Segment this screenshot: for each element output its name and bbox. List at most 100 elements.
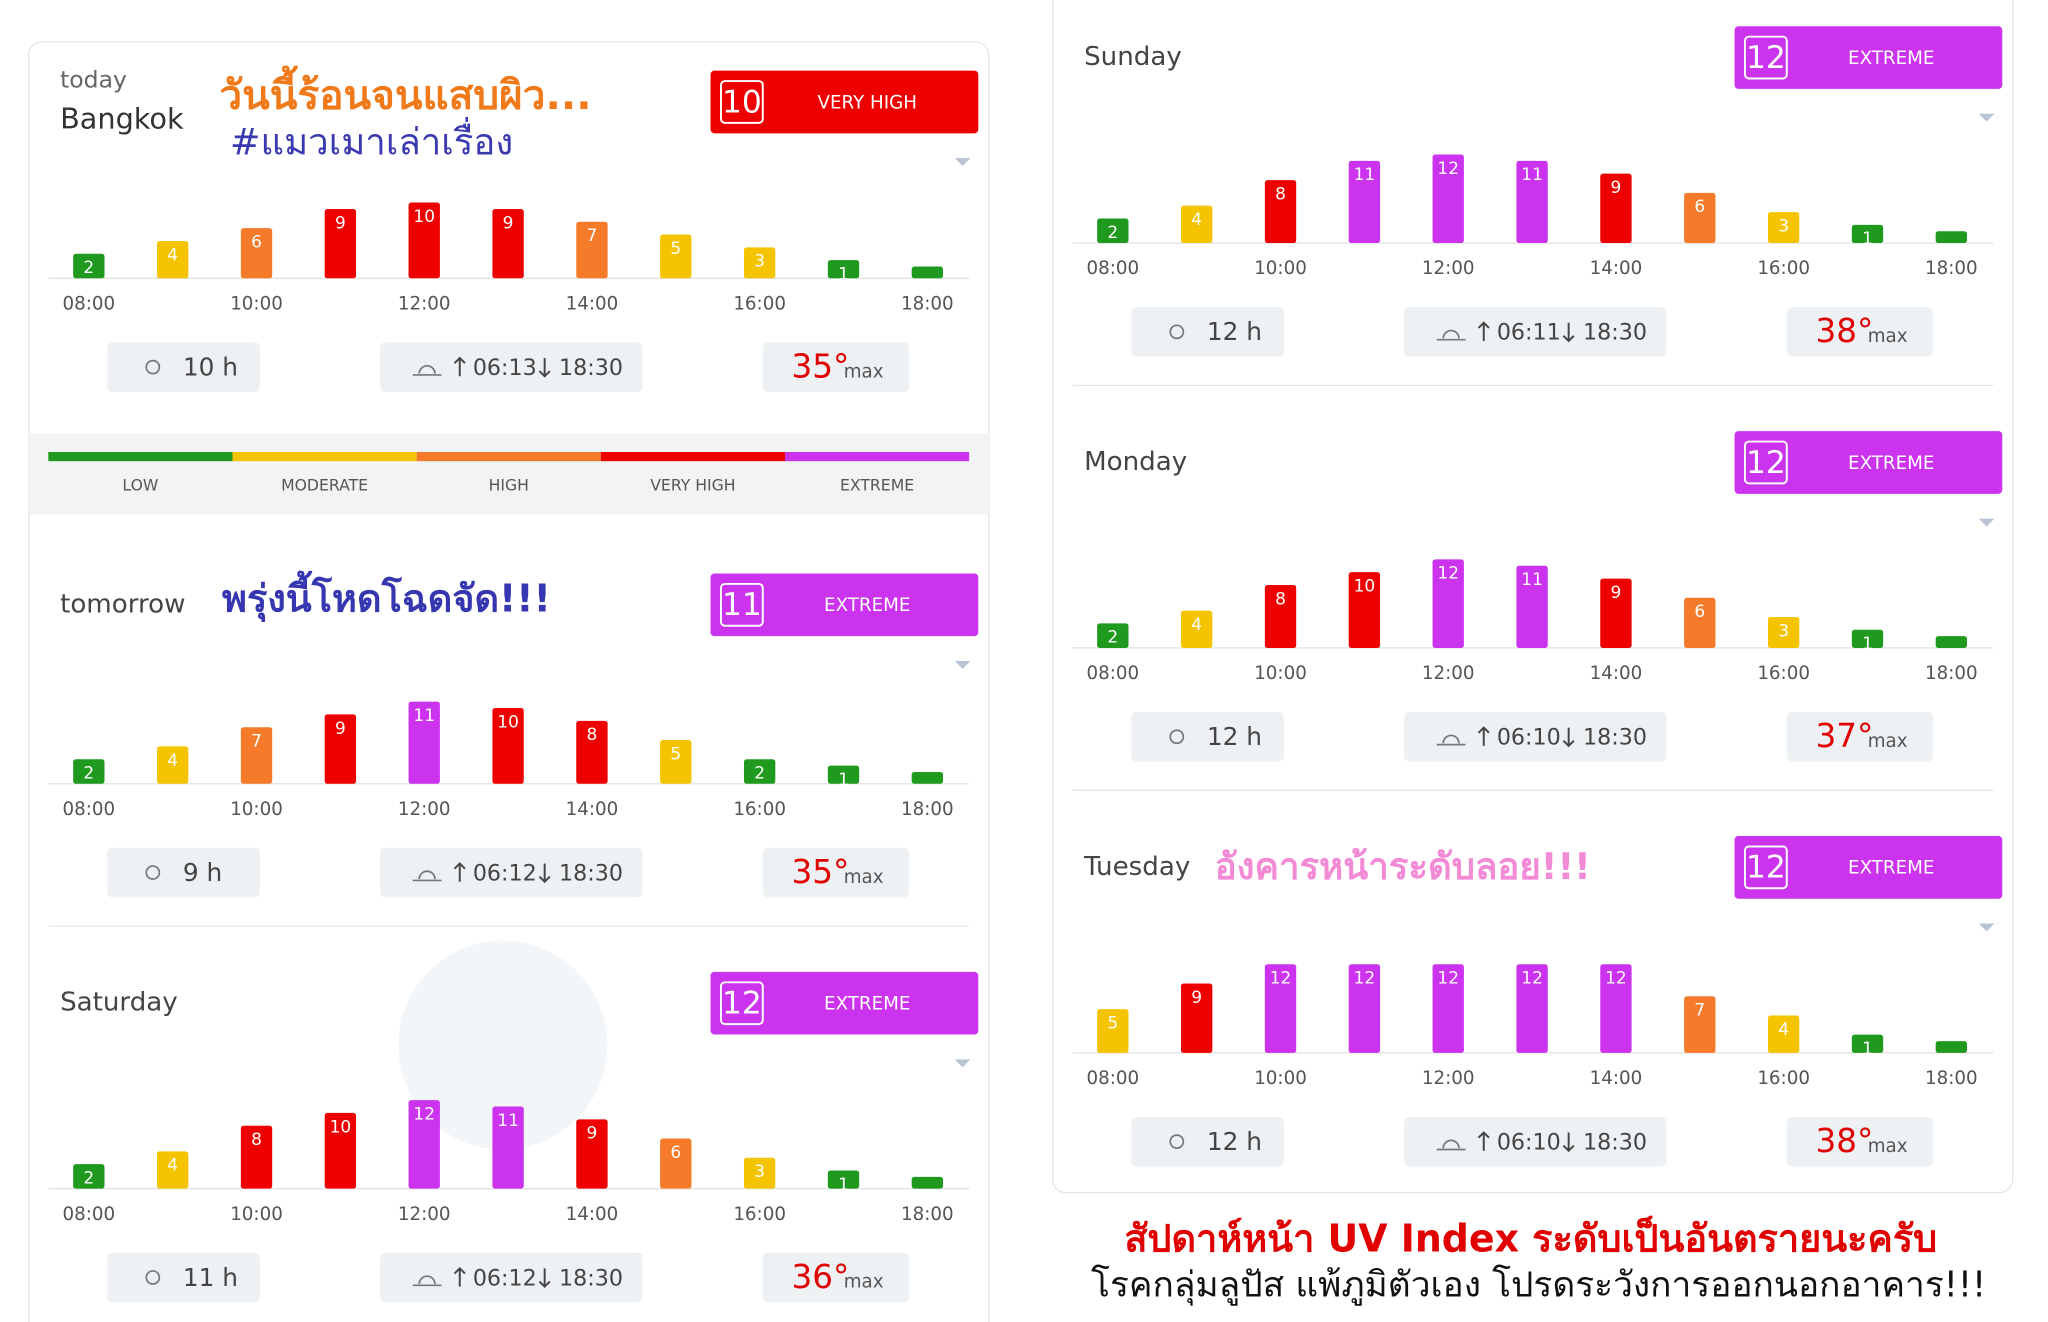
x-tick-label: 18:00 [1925, 258, 1978, 279]
bar-label: 2 [83, 1168, 94, 1188]
uv-badge [1734, 836, 2003, 899]
x-tick-label: 14:00 [566, 293, 619, 314]
x-tick-label: 08:00 [62, 293, 115, 314]
bar-label: 9 [1611, 178, 1622, 198]
x-tick-label: 08:00 [1086, 663, 1139, 684]
scale-segment [600, 452, 785, 462]
uv-bar [1684, 597, 1716, 648]
uv-bar [1180, 610, 1213, 648]
uv-bar [1684, 996, 1716, 1053]
x-tick-label: 08:00 [62, 1204, 115, 1225]
bar-label: 10 [1354, 577, 1376, 597]
uv-number-box [719, 80, 764, 124]
max-temp: 36° [792, 1258, 850, 1296]
x-tick-label: 14:00 [1590, 1068, 1643, 1089]
sun-icon [145, 865, 161, 880]
uv-bar [1432, 964, 1464, 1053]
uv-bar [1767, 1015, 1800, 1053]
sunset: 18:30 [1583, 725, 1647, 751]
bar-label: 4 [1191, 615, 1202, 635]
up-arrow [453, 1266, 466, 1287]
uv-bar [1348, 964, 1381, 1053]
sun-icon [1169, 1134, 1185, 1150]
bar-label: 9 [335, 213, 346, 233]
up-arrow [453, 862, 466, 882]
uv-bar [1516, 964, 1548, 1053]
bar-label: 4 [1778, 1020, 1789, 1040]
x-tick-label: 08:00 [62, 799, 115, 820]
pill [1404, 307, 1667, 357]
x-tick-label: 18:00 [1925, 1068, 1978, 1089]
up-arrow [1477, 1131, 1490, 1151]
uv-number: 12 [1746, 40, 1786, 76]
sun-hours: 12 h [1207, 1127, 1262, 1156]
x-tick-label: 10:00 [1254, 1068, 1307, 1089]
uv-bar [911, 772, 944, 784]
uv-bar [156, 1151, 189, 1189]
pill [1786, 1116, 1934, 1167]
bar-label: 3 [754, 252, 765, 272]
dropdown-arrow [1978, 923, 1995, 932]
bar-label: 12 [413, 1104, 435, 1124]
sunrise: 06:13 [473, 355, 537, 381]
max-label: max [1868, 731, 1908, 752]
bar-label: 12 [1270, 969, 1292, 989]
uv-badge [710, 971, 979, 1035]
uv-bar [911, 266, 944, 279]
dropdown-arrow [1978, 518, 1995, 527]
uv-level: EXTREME [824, 994, 910, 1015]
uv-number-box [719, 981, 764, 1026]
dropdown-arrow [954, 1059, 971, 1068]
bar-label: 7 [251, 732, 262, 752]
sunrise-icon [412, 870, 442, 882]
scale-segment [48, 452, 233, 462]
uv-bar [492, 208, 524, 279]
pill [107, 342, 260, 392]
max-label: max [1868, 1136, 1908, 1157]
down-arrow [1562, 1132, 1575, 1153]
x-tick-label: 16:00 [733, 1204, 786, 1225]
uv-bar [240, 727, 273, 784]
day-label: today [60, 66, 127, 94]
uv-bar [408, 701, 440, 784]
uv-bar [576, 221, 608, 279]
uv-bar [1851, 1034, 1884, 1053]
uv-bar [1767, 212, 1800, 244]
bar-label: 12 [1354, 969, 1376, 989]
pill [107, 1252, 260, 1303]
uv-number: 12 [1746, 850, 1786, 886]
uv-bar [1600, 578, 1632, 648]
bar-label: 11 [497, 1111, 519, 1131]
max-label: max [844, 867, 884, 888]
sunset: 18:30 [1583, 320, 1647, 346]
bar-label: 1 [1862, 229, 1873, 249]
x-tick-label: 12:00 [1422, 663, 1475, 684]
scale-label: HIGH [489, 475, 529, 494]
sun-hours: 12 h [1207, 722, 1262, 751]
pill [1404, 711, 1667, 762]
bar-label: 4 [167, 1156, 178, 1176]
uv-bar [324, 714, 357, 784]
uv-bar [1432, 559, 1464, 648]
uv-bar [1516, 565, 1548, 648]
uv-bar [1180, 205, 1213, 244]
uv-bar [408, 1100, 440, 1189]
bar-label: 9 [1191, 988, 1202, 1008]
uv-bar [1851, 629, 1884, 648]
bar-label: 5 [670, 744, 681, 764]
uv-bar [1767, 616, 1800, 648]
day-label: Saturday [60, 988, 178, 1018]
bar-label: 1 [838, 1175, 849, 1195]
max-temp: 38° [1816, 1122, 1874, 1160]
day-label: Tuesday [1083, 852, 1190, 882]
bar-label: 3 [754, 1162, 765, 1182]
uv-bar [827, 260, 860, 279]
bar-label: 12 [1605, 969, 1627, 989]
uv-bar [1600, 964, 1632, 1053]
sunrise-icon [412, 365, 442, 376]
uv-bar [1516, 160, 1548, 244]
pill [762, 847, 910, 898]
footer-advice: โรคกลุ่มลูปัส แพ้ภูมิตัวเอง โปรดระวังการ… [1091, 1265, 1986, 1306]
uv-bar [660, 234, 692, 279]
